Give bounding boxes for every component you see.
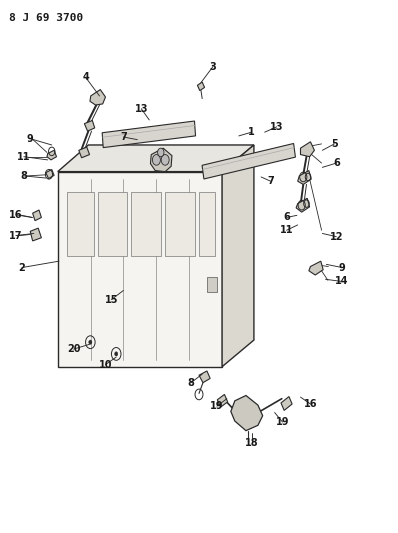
Text: 10: 10 <box>99 360 112 369</box>
Polygon shape <box>58 145 254 172</box>
Text: 11: 11 <box>280 225 293 235</box>
Text: 8: 8 <box>20 171 27 181</box>
Circle shape <box>89 340 92 344</box>
Polygon shape <box>67 192 94 256</box>
Polygon shape <box>199 192 215 256</box>
Polygon shape <box>30 228 41 241</box>
Text: 20: 20 <box>67 344 80 354</box>
Polygon shape <box>131 192 161 256</box>
Text: 3: 3 <box>210 62 216 71</box>
Text: 4: 4 <box>82 72 89 82</box>
Text: 7: 7 <box>120 132 127 142</box>
Text: 13: 13 <box>270 122 283 132</box>
Polygon shape <box>102 121 195 148</box>
Text: 8: 8 <box>187 378 195 387</box>
Polygon shape <box>300 142 314 157</box>
Text: 14: 14 <box>335 277 348 286</box>
Circle shape <box>115 352 118 356</box>
Polygon shape <box>197 82 205 91</box>
Text: 1: 1 <box>248 127 255 137</box>
Polygon shape <box>98 192 127 256</box>
Text: 5: 5 <box>331 139 338 149</box>
Polygon shape <box>309 261 323 275</box>
Text: 15: 15 <box>105 295 118 304</box>
Text: 11: 11 <box>17 152 31 161</box>
Text: 2: 2 <box>19 263 25 272</box>
Polygon shape <box>46 169 54 179</box>
Polygon shape <box>231 395 263 431</box>
Polygon shape <box>222 145 254 367</box>
Text: 13: 13 <box>135 104 148 114</box>
Circle shape <box>161 155 169 165</box>
Polygon shape <box>202 143 295 179</box>
Text: 16: 16 <box>9 210 23 220</box>
Polygon shape <box>33 210 41 221</box>
Polygon shape <box>58 172 222 367</box>
Text: 12: 12 <box>330 232 343 241</box>
Text: 18: 18 <box>245 439 258 448</box>
Polygon shape <box>47 150 57 160</box>
Text: 9: 9 <box>27 134 33 143</box>
Circle shape <box>158 148 164 157</box>
Polygon shape <box>150 148 172 172</box>
Text: 6: 6 <box>333 158 339 168</box>
Text: 7: 7 <box>267 176 274 186</box>
Text: 6: 6 <box>283 213 290 222</box>
Text: 8 J 69 3700: 8 J 69 3700 <box>9 13 83 23</box>
Polygon shape <box>199 371 210 383</box>
Text: 19: 19 <box>210 401 224 411</box>
Polygon shape <box>165 192 195 256</box>
Polygon shape <box>84 120 95 131</box>
Polygon shape <box>207 277 217 292</box>
Polygon shape <box>79 147 90 158</box>
Polygon shape <box>298 171 311 184</box>
Polygon shape <box>296 198 310 212</box>
Text: 16: 16 <box>304 399 317 409</box>
Polygon shape <box>217 394 228 407</box>
Polygon shape <box>281 397 292 410</box>
Text: 9: 9 <box>339 263 345 272</box>
Text: 17: 17 <box>9 231 23 240</box>
Circle shape <box>152 155 160 165</box>
Text: 19: 19 <box>276 417 289 427</box>
Polygon shape <box>90 90 105 105</box>
